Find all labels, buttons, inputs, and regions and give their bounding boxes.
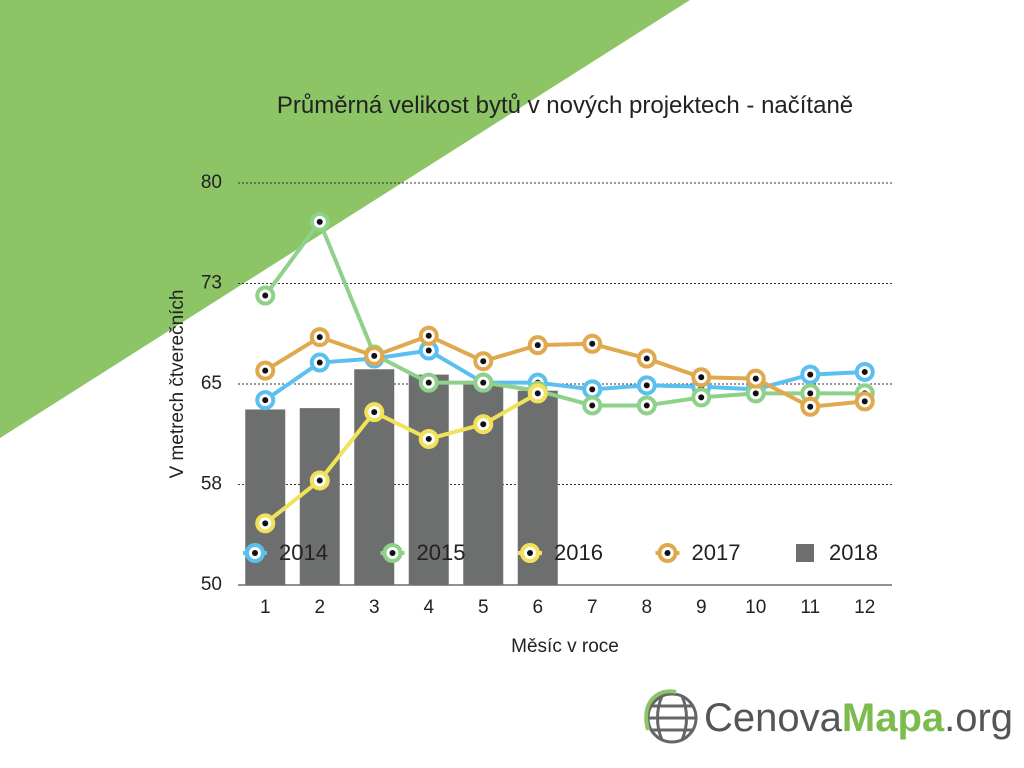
logo-part: Mapa — [842, 696, 945, 740]
marker-dot — [316, 218, 323, 225]
legend-swatch — [796, 544, 814, 562]
y-axis-label: V metrech čtverečních — [167, 289, 188, 478]
bar — [408, 374, 449, 585]
marker-dot — [589, 386, 596, 393]
marker-dot — [807, 390, 814, 397]
logo-part: Cenova — [704, 696, 843, 740]
x-tick-label: 4 — [423, 597, 434, 618]
marker-dot — [425, 347, 432, 354]
marker-dot — [371, 409, 378, 416]
y-tick-label: 80 — [201, 172, 222, 193]
marker-dot — [643, 382, 650, 389]
series — [255, 325, 875, 417]
marker-dot — [752, 390, 759, 397]
y-tick-label: 65 — [201, 373, 222, 394]
series — [255, 211, 875, 416]
marker-dot — [527, 550, 533, 556]
marker-dot — [252, 550, 258, 556]
marker-dot — [425, 379, 432, 386]
marker-dot — [480, 358, 487, 365]
marker-dot — [262, 397, 269, 404]
bar — [299, 408, 340, 585]
x-tick-label: 10 — [745, 597, 766, 618]
marker-dot — [807, 403, 814, 410]
marker-dot — [480, 379, 487, 386]
marker-dot — [861, 368, 868, 375]
x-axis-label: Měsíc v roce — [511, 636, 619, 657]
legend-label: 2018 — [829, 540, 878, 565]
x-tick-label: 1 — [260, 597, 271, 618]
logo-grid — [648, 695, 696, 741]
legend-label: 2014 — [279, 540, 328, 565]
legend: 2014 2015 2016 2017 2018 — [243, 540, 878, 565]
marker-dot — [262, 292, 269, 299]
legend-label: 2015 — [417, 540, 466, 565]
x-tick-label: 8 — [641, 597, 652, 618]
marker-dot — [316, 477, 323, 484]
marker-dot — [698, 374, 705, 381]
marker-dot — [589, 340, 596, 347]
logo: CenovaMapa.org — [644, 689, 1013, 744]
marker-dot — [371, 352, 378, 359]
marker-dot — [316, 359, 323, 366]
marker-dot — [861, 398, 868, 405]
x-tick-label: 9 — [696, 597, 707, 618]
marker-dot — [389, 550, 396, 556]
line — [264, 391, 539, 525]
logo-arc — [644, 689, 677, 731]
x-tick-label: 6 — [532, 597, 543, 618]
x-tick-label: 7 — [587, 597, 598, 618]
marker-dot — [262, 367, 269, 374]
marker-dot — [664, 550, 671, 556]
marker-dot — [589, 402, 596, 409]
x-tick-label: 3 — [369, 597, 380, 618]
chart-title: Průměrná velikost bytů v nových projekte… — [276, 92, 854, 119]
y-tick-label: 73 — [201, 273, 222, 294]
marker-dot — [262, 520, 269, 527]
marker-dot — [643, 402, 650, 409]
marker-dot — [698, 394, 705, 401]
y-tick-label: 58 — [201, 474, 222, 495]
marker-dot — [807, 371, 814, 378]
marker-dot — [643, 355, 650, 362]
x-tick-label: 12 — [854, 597, 875, 618]
y-tick-label: 50 — [201, 574, 222, 595]
marker-dot — [425, 332, 432, 339]
marker-dot — [425, 435, 432, 442]
x-tick-label: 2 — [314, 597, 325, 618]
marker-dot — [752, 375, 759, 382]
marker-dot — [534, 342, 541, 349]
x-tick-label: 5 — [478, 597, 489, 618]
logo-part: .org — [944, 696, 1013, 740]
marker-dot — [316, 334, 323, 341]
logo-text: CenovaMapa.org — [704, 696, 1013, 740]
x-tick-label: 11 — [800, 597, 820, 618]
series — [255, 383, 548, 534]
marker-dot — [480, 421, 487, 428]
marker-dot — [534, 390, 541, 397]
background-shape — [0, 0, 690, 438]
legend-label: 2017 — [692, 540, 741, 565]
legend-label: 2016 — [554, 540, 603, 565]
